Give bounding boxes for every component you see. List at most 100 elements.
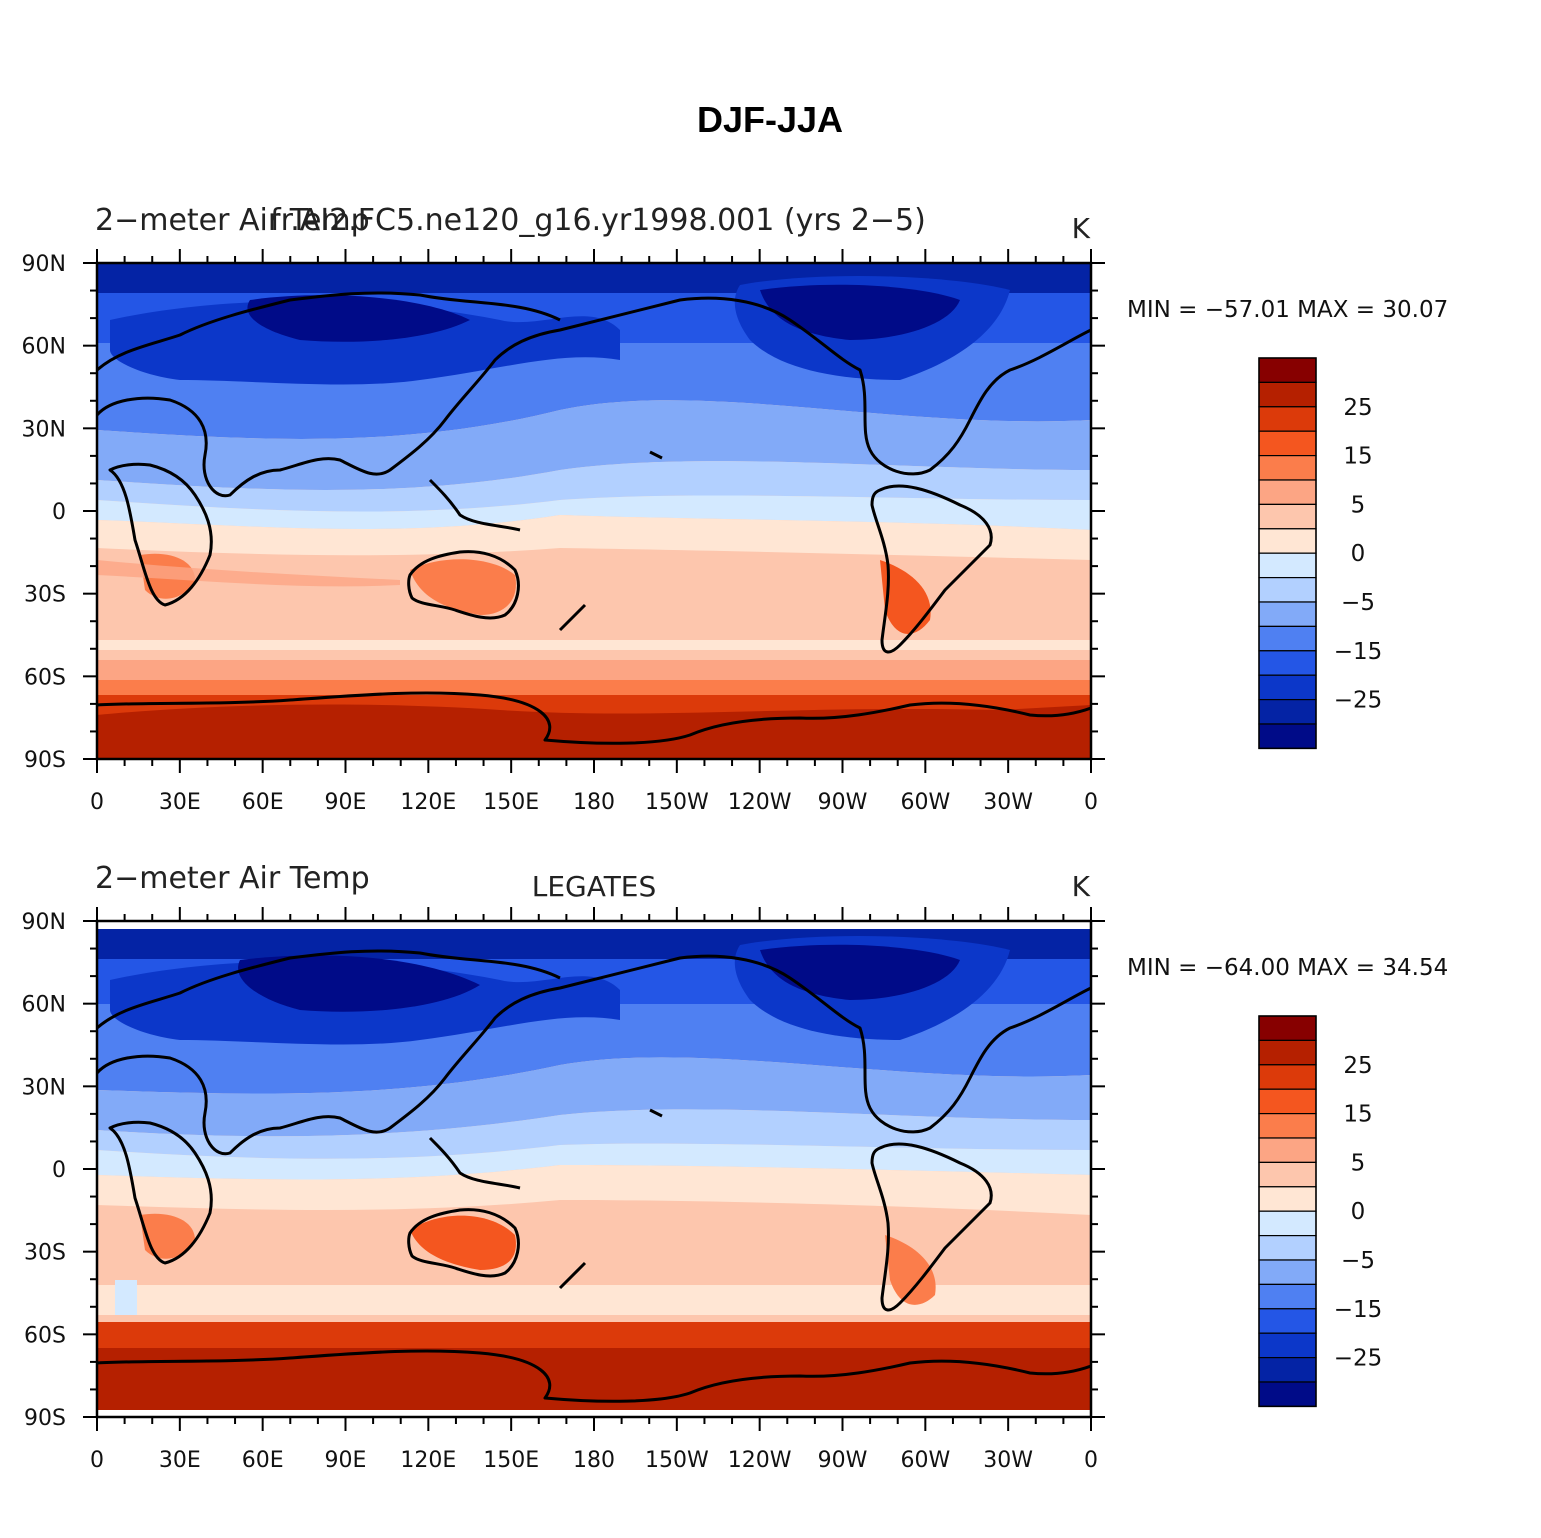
colorbar-box <box>1258 479 1317 505</box>
panel-model-case: fr.AI2.FC5.ne120_g16.yr1998.001 (yrs 2−5… <box>270 203 926 238</box>
colorbar-label: −15 <box>1334 1297 1383 1323</box>
colorbar-box <box>1258 1283 1317 1310</box>
colorbar-box <box>1258 1112 1317 1139</box>
panel-model-variable: 2−meter Air Temp <box>95 203 370 238</box>
southern-ocean-light <box>97 1285 1091 1315</box>
x-tick-label: 90E <box>325 790 367 815</box>
colorbar-label: 15 <box>1343 1102 1372 1128</box>
x-tick-label: 60W <box>900 790 950 815</box>
panel-obs-case: LEGATES <box>532 870 657 903</box>
x-tick-label: 150W <box>645 1448 709 1473</box>
y-tick-label: 90N <box>22 252 66 277</box>
x-tick-label: 150E <box>483 790 539 815</box>
antarctic-band <box>97 1348 1091 1417</box>
panel-model: 2−meter Air Temp fr.AI2.FC5.ne120_g16.yr… <box>22 203 1449 815</box>
panel-model-y-axis-labels: 90N 60N 30N 0 30S 60S 90S <box>22 252 66 773</box>
x-tick-label: 60E <box>242 1448 284 1473</box>
y-tick-label: 60S <box>24 665 66 690</box>
panel-model-map <box>97 263 1091 759</box>
colorbar-box <box>1258 1161 1317 1188</box>
panel-model-colorbar: 25 15 5 0 −5 −15 −25 <box>1258 357 1383 750</box>
south-america-warm <box>885 1235 936 1305</box>
southern-ocean-light <box>97 640 1091 650</box>
subtropic-ocean-warm <box>97 560 400 587</box>
colorbar-label: 0 <box>1351 1199 1366 1225</box>
y-tick-label: 30N <box>22 1075 66 1100</box>
australia-warm <box>410 559 516 615</box>
y-tick-label: 30S <box>24 583 66 608</box>
x-tick-label: 30E <box>159 1448 201 1473</box>
missing-bottom-strip <box>97 1410 1091 1417</box>
colorbar-label: −25 <box>1334 1346 1383 1372</box>
colorbar-box <box>1258 576 1317 603</box>
colorbar-box <box>1258 650 1317 676</box>
x-tick-label: 120E <box>400 790 456 815</box>
y-tick-label: 90N <box>22 910 66 935</box>
y-tick-label: 60S <box>24 1323 66 1348</box>
siberia-coldest <box>247 295 470 342</box>
colorbar-box <box>1258 1259 1317 1285</box>
colorbar-label: −5 <box>1341 590 1375 616</box>
y-tick-label: 90S <box>24 748 66 773</box>
siberia-coldest <box>238 955 480 1012</box>
y-tick-label: 0 <box>52 1158 66 1183</box>
colorbar-box <box>1258 552 1317 579</box>
panel-model-x-axis-labels: 0 30E 60E 90E 120E 150E 180 150W 120W 90W 60W 30W 0 <box>90 790 1098 815</box>
x-tick-label: 0 <box>1084 790 1098 815</box>
x-tick-label: 30E <box>159 790 201 815</box>
colorbar-frame <box>1258 1015 1317 1408</box>
colorbar-label: 5 <box>1351 1150 1366 1176</box>
colorbar-label: −15 <box>1334 639 1383 665</box>
colorbar-box <box>1258 381 1317 408</box>
x-tick-label: 180 <box>573 790 615 815</box>
colorbar-box <box>1258 1332 1317 1359</box>
colorbar-box <box>1258 1356 1317 1383</box>
colorbar-box <box>1258 1137 1317 1163</box>
panel-model-ticks <box>83 249 1105 773</box>
colorbar-box <box>1258 430 1317 457</box>
panel-obs-colorbar: 25 15 5 0 −5 −15 −25 <box>1258 1015 1383 1408</box>
panel-obs-variable: 2−meter Air Temp <box>95 861 370 896</box>
colorbar-box <box>1258 1381 1317 1407</box>
panel-obs-x-axis-labels: 0 30E 60E 90E 120E 150E 180 150W 120W 90W 60W 30W 0 <box>90 1448 1098 1473</box>
colorbar-box <box>1258 674 1317 701</box>
canada-coldest <box>760 284 960 340</box>
colorbar-label: 25 <box>1343 395 1372 421</box>
south-tropic-band <box>97 515 1091 560</box>
panel-model-units: K <box>1072 212 1091 245</box>
x-tick-label: 30W <box>983 1448 1033 1473</box>
panel-obs: 2−meter Air Temp LEGATES K MIN = −64.00 … <box>22 861 1449 1473</box>
south-atlantic-cool-spot <box>115 1280 137 1315</box>
colorbar-box <box>1258 1186 1317 1212</box>
north-tropic-band <box>97 461 1091 512</box>
equator-band <box>97 1143 1091 1180</box>
y-tick-label: 30S <box>24 1241 66 1266</box>
colorbar-label: 25 <box>1343 1053 1372 1079</box>
panel-obs-ticks <box>83 907 1105 1431</box>
figure-title: DJF-JJA <box>697 99 843 140</box>
colorbar-box <box>1258 503 1317 530</box>
colorbar-label: −25 <box>1334 688 1383 714</box>
x-tick-label: 0 <box>90 1448 104 1473</box>
colorbar-box <box>1258 601 1317 627</box>
colorbar-box <box>1258 528 1317 554</box>
colorbar-box <box>1258 698 1317 725</box>
south-tropic-band <box>97 1165 1091 1215</box>
x-tick-label: 30W <box>983 790 1033 815</box>
x-tick-label: 120W <box>728 1448 792 1473</box>
x-tick-label: 60W <box>900 1448 950 1473</box>
x-tick-label: 0 <box>1084 1448 1098 1473</box>
colorbar-box <box>1258 1088 1317 1115</box>
colorbar-label: 5 <box>1351 492 1366 518</box>
y-tick-label: 90S <box>24 1406 66 1431</box>
colorbar-box <box>1258 1308 1317 1334</box>
x-tick-label: 150E <box>483 1448 539 1473</box>
x-tick-label: 0 <box>90 790 104 815</box>
southern-africa-warm <box>140 1213 195 1259</box>
missing-top-strip <box>97 921 1091 929</box>
north-subtropic-band <box>97 400 1091 490</box>
australia-warm <box>410 1215 516 1270</box>
x-tick-label: 120E <box>400 1448 456 1473</box>
x-tick-label: 90W <box>818 790 868 815</box>
y-tick-label: 0 <box>52 500 66 525</box>
